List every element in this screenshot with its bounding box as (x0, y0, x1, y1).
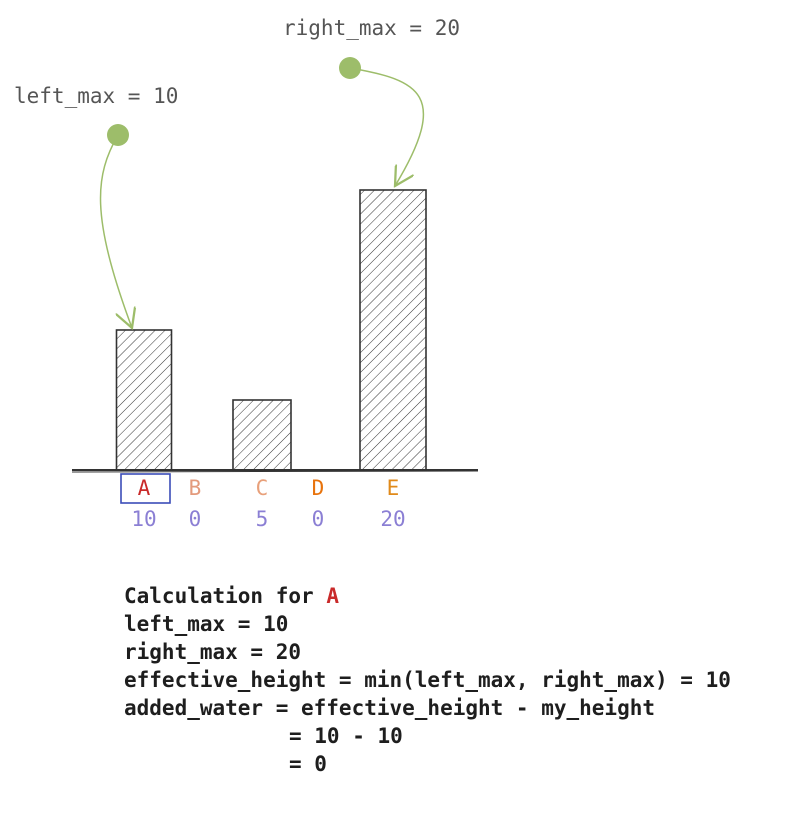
calc-line: right_max = 20 (124, 640, 301, 664)
bar (115, 329, 173, 471)
bar (359, 189, 427, 471)
calc-line: left_max = 10 (124, 612, 288, 636)
bar-label: C (256, 476, 269, 500)
selected-box (120, 473, 171, 504)
bar-value: 0 (312, 507, 325, 531)
calc-line: effective_height = min(left_max, right_m… (124, 668, 731, 692)
calc-title: Calculation for A (124, 584, 339, 608)
bar-value: 20 (380, 507, 405, 531)
calc-line: = 0 (289, 752, 327, 776)
bar-label: A (138, 476, 151, 500)
bar-value: 5 (256, 507, 269, 531)
bar-value: 0 (189, 507, 202, 531)
left-max-annotation: left_max = 10 (14, 84, 178, 108)
right-max-annotation: right_max = 20 (283, 16, 460, 40)
calc-line: = 10 - 10 (289, 724, 403, 748)
bar-label: D (312, 476, 325, 500)
bar-value: 10 (131, 507, 156, 531)
bar (232, 399, 292, 471)
arrow (349, 67, 425, 186)
calc-line: added_water = effective_height - my_heig… (124, 696, 655, 720)
baseline-sketch (71, 470, 479, 473)
arrow (99, 134, 132, 328)
bar-label: B (189, 476, 202, 500)
bar-label: E (387, 476, 400, 500)
